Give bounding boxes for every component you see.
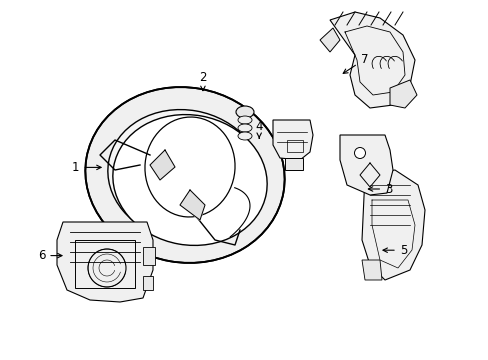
Polygon shape — [180, 190, 204, 220]
Ellipse shape — [85, 87, 284, 263]
Polygon shape — [361, 260, 381, 280]
Ellipse shape — [108, 109, 262, 240]
Bar — [142, 276, 153, 290]
Polygon shape — [329, 12, 414, 108]
Text: 5: 5 — [382, 244, 407, 257]
Bar — [286, 140, 303, 152]
Ellipse shape — [238, 124, 251, 132]
Polygon shape — [285, 158, 303, 170]
Polygon shape — [339, 135, 392, 195]
Ellipse shape — [236, 106, 253, 118]
Text: 3: 3 — [367, 183, 392, 195]
Polygon shape — [319, 28, 339, 52]
Text: 1: 1 — [72, 161, 101, 174]
Ellipse shape — [238, 116, 251, 124]
Ellipse shape — [238, 132, 251, 140]
Bar — [75, 240, 135, 288]
Bar — [142, 247, 155, 265]
Polygon shape — [389, 80, 416, 108]
Text: 6: 6 — [38, 249, 62, 262]
Polygon shape — [150, 150, 175, 180]
Text: 7: 7 — [343, 53, 367, 73]
Ellipse shape — [354, 148, 365, 158]
Ellipse shape — [113, 114, 266, 246]
Text: 2: 2 — [199, 71, 206, 91]
Polygon shape — [57, 222, 153, 302]
Polygon shape — [272, 120, 312, 160]
Polygon shape — [361, 170, 424, 280]
Ellipse shape — [144, 117, 235, 217]
Text: 4: 4 — [255, 120, 263, 138]
